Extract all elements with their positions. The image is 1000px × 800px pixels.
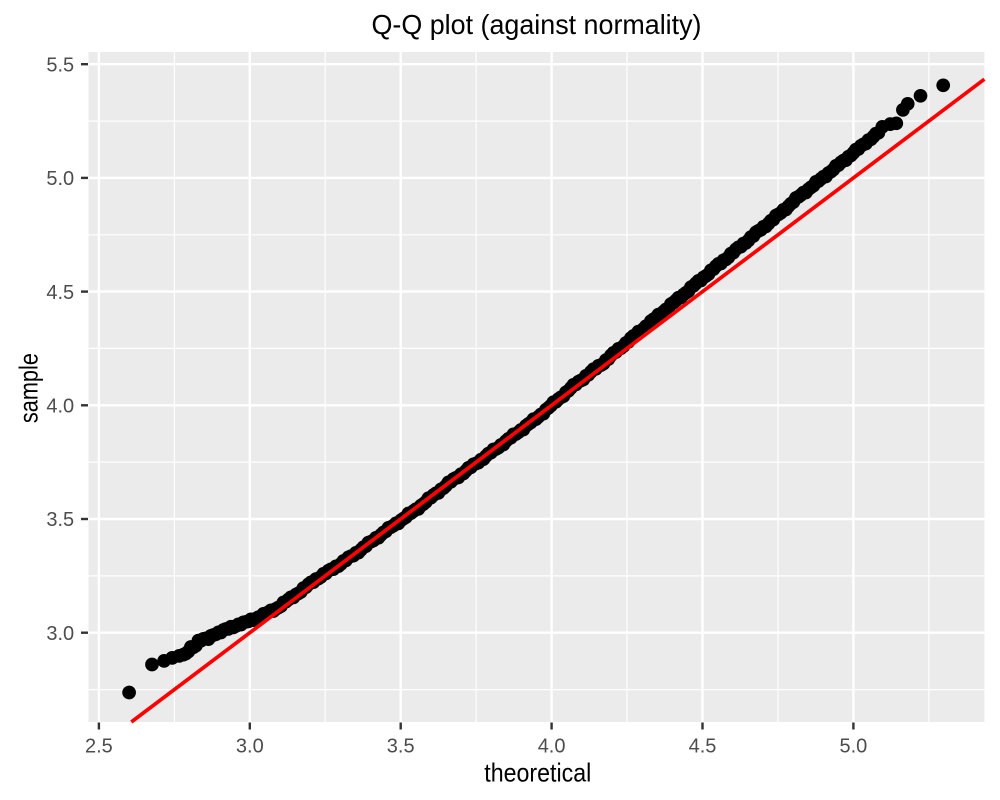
svg-text:sample: sample	[13, 353, 43, 423]
svg-text:4.5: 4.5	[689, 736, 717, 758]
svg-text:3.0: 3.0	[236, 736, 264, 758]
svg-text:5.0: 5.0	[839, 736, 867, 758]
svg-text:2.5: 2.5	[85, 736, 113, 758]
svg-text:3.5: 3.5	[46, 509, 74, 531]
svg-text:4.5: 4.5	[46, 282, 74, 304]
svg-text:Q-Q plot (against normality): Q-Q plot (against normality)	[372, 9, 702, 40]
svg-text:5.0: 5.0	[46, 168, 74, 190]
svg-text:3.5: 3.5	[387, 736, 415, 758]
svg-text:5.5: 5.5	[46, 54, 74, 76]
svg-text:4.0: 4.0	[46, 396, 74, 418]
svg-text:theoretical: theoretical	[484, 757, 591, 787]
svg-text:3.0: 3.0	[46, 623, 74, 645]
svg-text:4.0: 4.0	[538, 736, 566, 758]
